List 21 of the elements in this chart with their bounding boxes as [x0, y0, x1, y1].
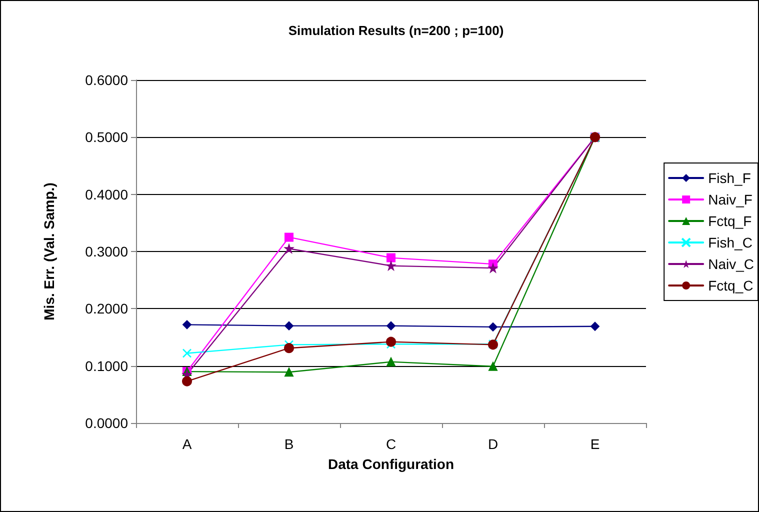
x-tick-label: D [488, 436, 498, 452]
x-tick-label: E [590, 436, 600, 452]
legend-label: Fish_C [708, 234, 752, 250]
y-axis-title: Mis. Err. (Val. Samp.) [41, 182, 57, 320]
y-tick-label: 0.6000 [85, 72, 128, 88]
legend-label: Naiv_F [708, 192, 752, 208]
chart-title: Simulation Results (n=200 ; p=100) [288, 23, 504, 38]
y-tick-label: 0.2000 [85, 300, 128, 317]
y-tick-label: 0.1000 [85, 358, 128, 374]
legend-label: Naiv_C [708, 256, 754, 272]
x-tick-label: A [182, 436, 192, 452]
legend-label: Fctq_F [708, 213, 752, 229]
y-tick-label: 0.5000 [85, 129, 128, 146]
legend-label: Fctq_C [708, 278, 754, 294]
legend-label: Fish_F [708, 170, 751, 186]
y-tick-label: 0.0000 [85, 415, 128, 431]
x-axis-title: Data Configuration [328, 456, 454, 472]
x-tick-label: B [284, 436, 294, 452]
y-tick-label: 0.4000 [85, 186, 128, 202]
y-tick-label: 0.3000 [85, 244, 128, 260]
x-tick-label: C [386, 436, 396, 452]
